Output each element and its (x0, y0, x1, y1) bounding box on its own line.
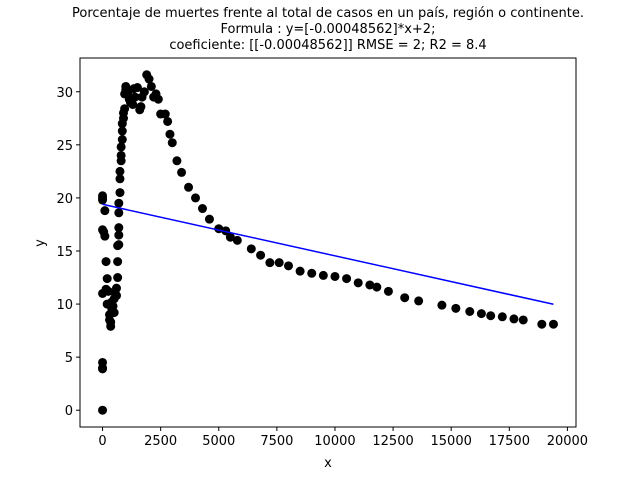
scatter-point (167, 138, 177, 148)
x-tick-label: 15000 (431, 434, 472, 449)
scatter-point (98, 364, 108, 374)
scatter-point (113, 273, 123, 283)
y-tick-label: 0 (65, 404, 73, 419)
scatter-point (295, 266, 305, 276)
x-tick-label: 20000 (547, 434, 588, 449)
scatter-point (400, 293, 410, 303)
x-tick-label: 10000 (314, 434, 355, 449)
x-tick-label: 2500 (144, 434, 177, 449)
scatter-point (115, 188, 125, 198)
scatter-point (114, 223, 124, 233)
scatter-point (117, 135, 127, 145)
scatter-point (117, 126, 127, 136)
x-tick-label: 7500 (260, 434, 293, 449)
scatter-point (265, 258, 275, 268)
chart-title: Porcentaje de muertes frente al total de… (72, 6, 584, 21)
scatter-point (486, 311, 496, 321)
scatter-point (225, 232, 235, 242)
scatter-point (372, 282, 382, 292)
scatter-point (518, 315, 528, 325)
scatter-point (365, 280, 375, 290)
scatter-point (307, 268, 317, 278)
scatter-point (283, 261, 293, 271)
scatter-point (114, 208, 124, 218)
scatter-point (256, 250, 266, 260)
scatter-point (114, 240, 124, 250)
scatter-point (497, 312, 507, 322)
plot-frame (79, 57, 577, 428)
scatter-point (103, 286, 113, 296)
scatter-point (111, 291, 121, 301)
scatter-point (342, 274, 352, 284)
scatter-point (115, 166, 125, 176)
y-tick-label: 5 (65, 351, 73, 366)
scatter-point (102, 274, 112, 284)
scatter-point (204, 214, 214, 224)
scatter-point (318, 270, 328, 280)
scatter-point (120, 104, 130, 114)
y-tick-label: 30 (56, 86, 73, 101)
x-axis-label: x (324, 456, 332, 471)
x-tick-label: 5000 (202, 434, 235, 449)
scatter-point (465, 307, 475, 317)
regression-line (102, 203, 554, 306)
scatter-point (232, 235, 242, 245)
scatter-point (274, 258, 284, 268)
scatter-point (548, 319, 558, 329)
scatter-point (101, 257, 111, 267)
y-tick-label: 20 (56, 192, 73, 207)
y-tick-label: 25 (56, 139, 73, 154)
scatter-point (172, 156, 182, 166)
scatter-point (509, 314, 519, 324)
scatter-point (114, 230, 124, 240)
scatter-point (146, 81, 156, 91)
scatter-point (184, 182, 194, 192)
scatter-point (100, 206, 110, 216)
scatter-point (451, 303, 461, 313)
scatter-point (136, 102, 146, 112)
scatter-point (353, 278, 363, 288)
scatter-point (139, 87, 149, 97)
scatter-point (191, 193, 201, 203)
scatter-point (177, 167, 187, 177)
scatter-point (128, 99, 138, 109)
x-tick-label: 17500 (489, 434, 530, 449)
scatter-point (132, 83, 142, 93)
scatter-point (98, 405, 108, 415)
scatter-point (100, 231, 110, 241)
scatter-point (109, 308, 119, 318)
chart-title: Formula : y=[-0.00048562]*x+2; (221, 22, 436, 37)
x-tick-label: 0 (98, 434, 106, 449)
scatter-point (116, 150, 126, 160)
scatter-point (476, 309, 486, 319)
scatter-point (116, 142, 126, 152)
scatter-point (98, 195, 108, 205)
scatter-point (130, 92, 140, 102)
y-axis-label: y (33, 239, 48, 247)
chart-title: coeficiente: [[-0.00048562]] RMSE = 2; R… (169, 38, 486, 53)
scatter-point (106, 317, 116, 327)
scatter-point (246, 244, 256, 254)
scatter-point (153, 94, 163, 104)
y-tick-label: 10 (56, 298, 73, 313)
scatter-point (197, 204, 207, 214)
scatter-point (437, 300, 447, 310)
scatter-point (114, 198, 124, 208)
scatter-point (330, 271, 340, 281)
scatter-point (111, 283, 121, 293)
y-tick-label: 15 (56, 245, 73, 260)
scatter-point (144, 74, 154, 84)
scatter-point (113, 257, 123, 267)
scatter-point (221, 226, 231, 236)
scatter-point (383, 286, 393, 296)
scatter-point (115, 174, 125, 184)
scatter-point (160, 109, 170, 119)
x-tick-label: 12500 (372, 434, 413, 449)
scatter-point (414, 296, 424, 306)
scatter-point (165, 129, 175, 139)
scatter-point (163, 116, 173, 126)
scatter-point (537, 319, 547, 329)
